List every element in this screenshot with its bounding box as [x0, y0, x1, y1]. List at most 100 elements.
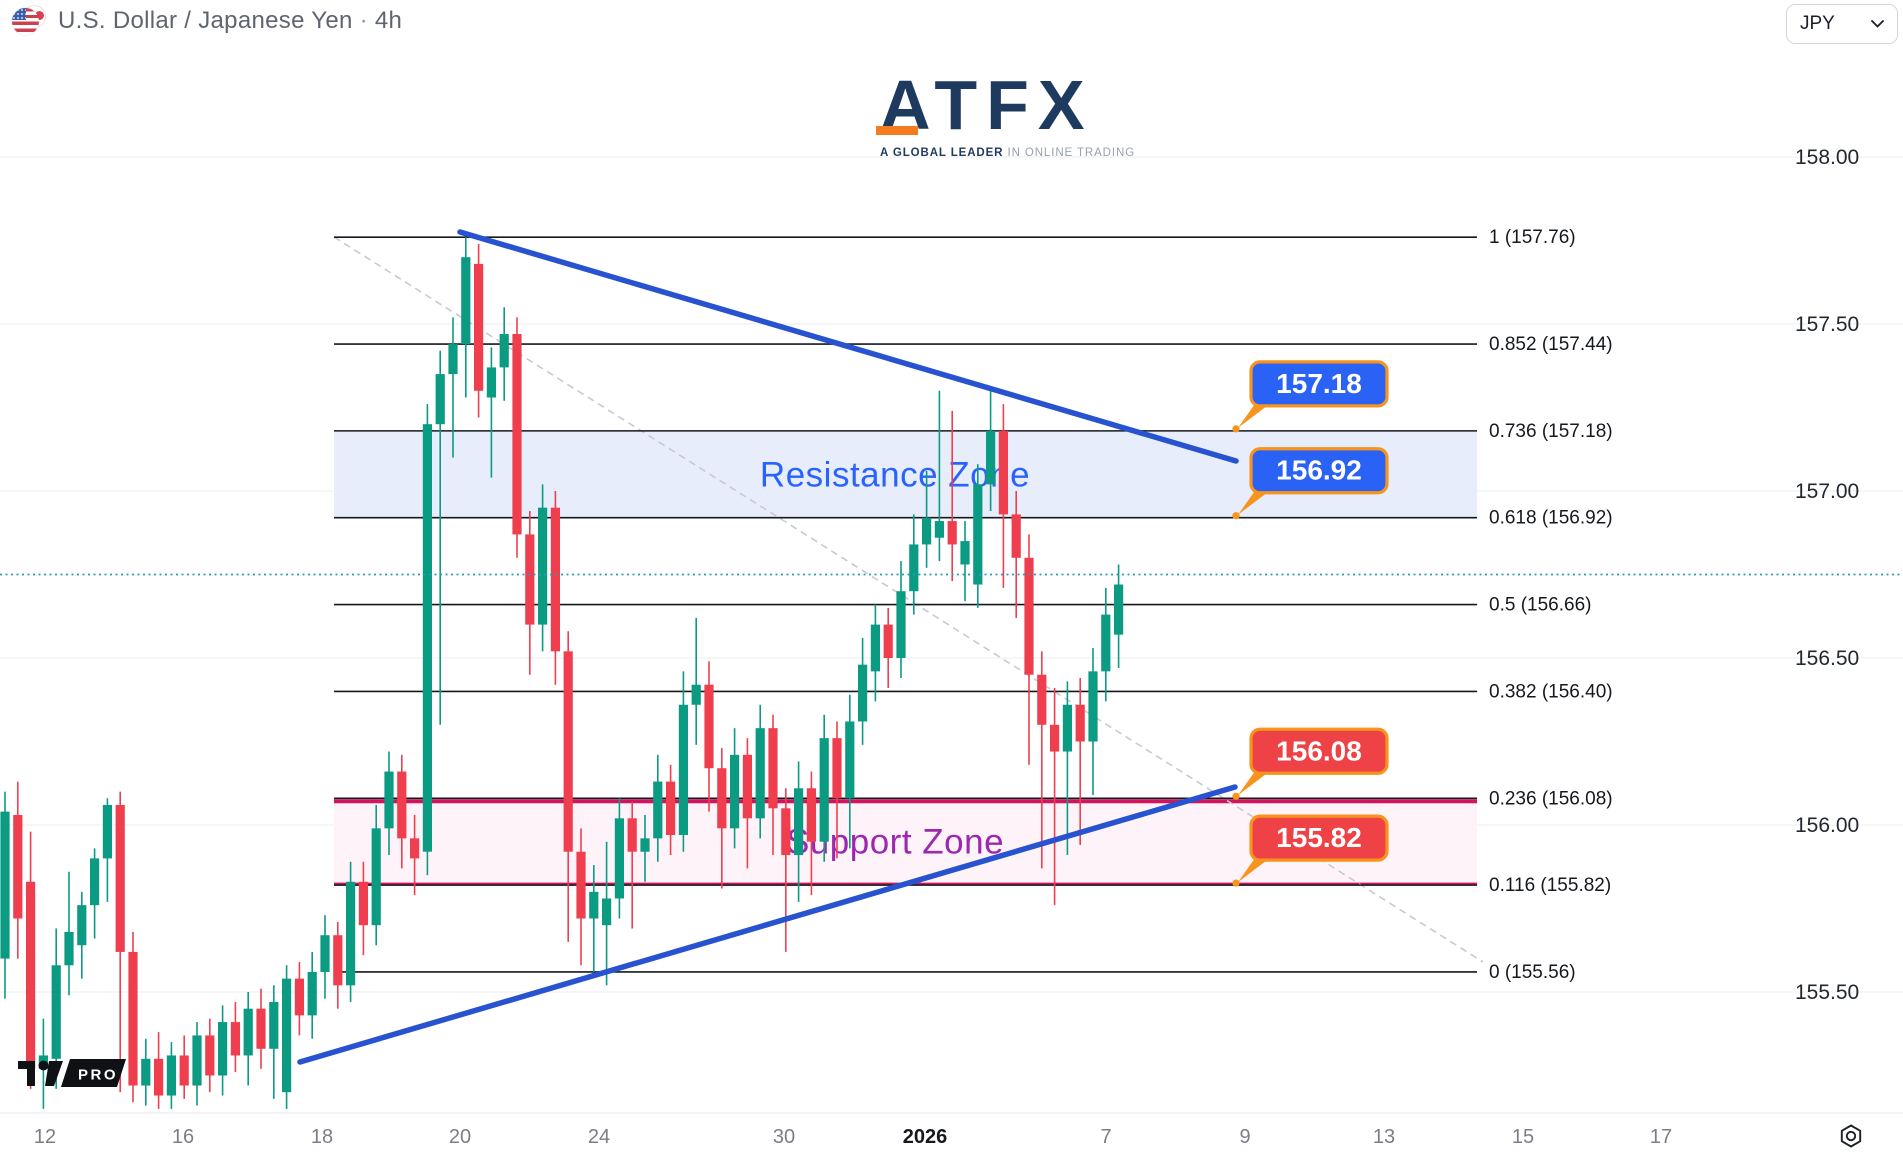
candle-down [883, 607, 893, 689]
callout-box [1249, 360, 1389, 408]
price-callout-156.92[interactable]: 156.92 [1232, 447, 1389, 520]
candle-up [858, 637, 868, 745]
candle-down [768, 714, 778, 856]
candle-body [346, 881, 356, 986]
candle-up [0, 791, 10, 999]
candle-body [115, 804, 125, 952]
candle-body [730, 754, 740, 829]
candle-body [883, 624, 893, 658]
price-tick-label: 157.00 [1795, 480, 1859, 503]
candle-up [499, 307, 509, 401]
currency-selector[interactable]: JPY [1786, 4, 1898, 44]
atfx-orange-bar-icon [876, 126, 918, 135]
candle-down [474, 243, 484, 418]
candle-up [819, 714, 829, 862]
candle-body [102, 804, 112, 859]
candle-body [998, 430, 1008, 515]
candle-body [934, 521, 944, 538]
candle-body [858, 664, 868, 722]
pro-label: PRO [78, 1067, 118, 1084]
price-callout-155.82[interactable]: 155.82 [1232, 814, 1389, 887]
candle-up [141, 1038, 151, 1106]
candle-body [794, 788, 804, 856]
candle-up [986, 390, 996, 512]
timeframe-label: 4h [374, 7, 403, 34]
time-tick-label: 7 [1100, 1126, 1111, 1148]
candle-up [640, 814, 650, 882]
fib-level-label: 0.236 (156.08) [1489, 788, 1613, 809]
candle-up [422, 404, 432, 876]
candle-down [13, 781, 23, 959]
candle-body [179, 1055, 189, 1086]
candle-body [742, 754, 752, 819]
candle-up [755, 704, 765, 839]
candle-up [192, 1022, 202, 1106]
fib-level-label: 0.116 (155.82) [1489, 875, 1611, 896]
candle-body [640, 838, 650, 852]
candle-body [832, 738, 842, 799]
callout-price-text: 157.18 [1276, 368, 1362, 399]
candle-body [563, 651, 573, 852]
candle-body [64, 931, 74, 966]
candle-body [384, 771, 394, 829]
candle-body [435, 374, 445, 425]
candle-body [614, 818, 624, 899]
candle-body [448, 344, 458, 375]
candle-down [998, 404, 1008, 588]
settings-button[interactable] [1838, 1123, 1864, 1154]
candle-body [486, 367, 496, 398]
callout-box [1249, 814, 1389, 862]
price-callout-157.18[interactable]: 157.18 [1232, 360, 1389, 433]
price-axis[interactable]: 158.00 157.50 157.00 156.50 156.00 155.50 [1795, 146, 1859, 1004]
candle-up [282, 965, 292, 1109]
callout-tail [1238, 486, 1275, 515]
tradingview-pro-badge[interactable]: PRO [18, 1054, 128, 1090]
ascending-support-trendline[interactable] [297, 784, 1238, 1065]
candle-up [973, 464, 983, 608]
resistance-zone[interactable]: Resistance Zone [334, 430, 1477, 518]
candle-body [666, 781, 676, 836]
candle-up [896, 561, 906, 679]
candle-down [512, 317, 522, 558]
candle-body [1024, 557, 1034, 675]
candle-body [922, 517, 932, 545]
candle-body [704, 684, 714, 769]
fib-level-label: 0.382 (156.40) [1489, 681, 1613, 702]
callout-anchor-dot [1232, 512, 1240, 520]
descending-resistance-trendline[interactable] [457, 229, 1239, 464]
time-tick-label: 20 [449, 1126, 471, 1148]
candle-up [166, 1042, 176, 1109]
candle-down [179, 1035, 189, 1099]
candle-up [64, 871, 74, 996]
candle-body [166, 1055, 176, 1096]
candle-body [282, 978, 292, 1093]
candle-down [115, 791, 125, 1093]
fib-retracement-levels[interactable]: 1 (157.76) 0.852 (157.44) 0.736 (157.18) 0.… [334, 227, 1613, 983]
callout-price-text: 155.82 [1276, 822, 1362, 853]
candle-up [1101, 587, 1111, 702]
candle-body [845, 721, 855, 799]
candle-up [589, 865, 599, 972]
fib-level-label: 0.618 (156.92) [1489, 508, 1613, 529]
candle-body [192, 1035, 202, 1086]
atfx-tagline-rest: IN ONLINE TRADING [1003, 147, 1136, 159]
candle-body [1011, 514, 1021, 558]
symbol-title: U.S. Dollar / Japanese Yen · 4h [58, 7, 402, 35]
price-callout-156.08[interactable]: 156.08 [1232, 727, 1389, 800]
candle-body [602, 898, 612, 926]
candle-down [410, 814, 420, 896]
candle-body [154, 1058, 164, 1096]
candle-body [1088, 671, 1098, 742]
candle-down [563, 631, 573, 942]
candle-down [576, 828, 586, 966]
time-axis[interactable]: 12 16 18 20 24 30 2026 7 9 13 15 17 [34, 1126, 1672, 1148]
candle-down [1037, 651, 1047, 869]
candle-body [333, 935, 343, 986]
candle-down [550, 491, 560, 685]
candle-up [730, 728, 740, 849]
candle-up [90, 848, 100, 939]
candle-down [397, 754, 407, 869]
candle-body [0, 811, 10, 959]
candle-down [666, 764, 676, 856]
